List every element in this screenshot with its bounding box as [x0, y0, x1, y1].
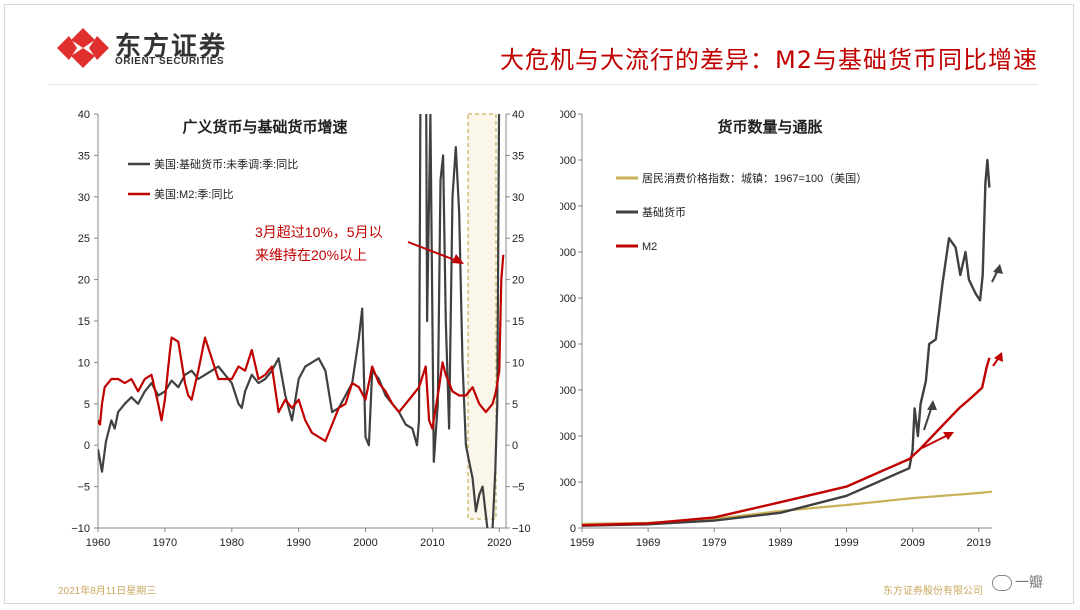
y-tick-label-left: −5 [77, 482, 90, 494]
x-tick-label: 1990 [286, 537, 310, 549]
chart-m2-base-money-growth: 1960 1970 1980 1990 2000 2010 2020403530252015… [71, 109, 530, 549]
logo-chinese: 东方证券 [115, 32, 228, 62]
arrow-m2-2012 [921, 433, 951, 449]
arrow-head-m2-2012 [943, 432, 954, 440]
y-tick-label-right: 30 [512, 192, 524, 204]
watermark: 一瓣 [992, 572, 1043, 592]
watermark-text: 一瓣 [1015, 574, 1043, 590]
slide-title: 大危机与大流行的差异：M2与基础货币同比增速 [500, 46, 1038, 74]
wechat-icon [992, 575, 1012, 592]
annotation-arrow [407, 241, 461, 263]
y-tick-label-left: 25 [78, 233, 90, 245]
axes: 1960 1970 1980 1990 2000 2010 2020403530252015… [71, 109, 530, 549]
highlight-box [467, 113, 497, 520]
y-tick-label-left: 15 [78, 316, 90, 328]
y-tick-label-left: −10 [71, 523, 90, 535]
x-tick-label: 1970 [153, 537, 177, 549]
x-tick-label: 1969 [636, 537, 660, 549]
brand-logo-icon [57, 28, 109, 68]
y-tick-label-right: −5 [512, 482, 525, 494]
trend-arrows [921, 264, 1003, 449]
brand-logo: 东方证券 ORIENT SECURITIES [55, 26, 255, 70]
y-tick-label-right: 5 [512, 399, 518, 411]
y-tick-label-right: −10 [512, 523, 531, 535]
y-tick-label-left: 35 [78, 150, 90, 162]
annotation-line-1: 3月超过10%，5月以 [255, 224, 383, 240]
y-tick-label: 8,000 [560, 155, 576, 167]
y-tick-label: 4,000 [560, 339, 576, 351]
x-tick-label: 1989 [768, 537, 792, 549]
title-divider [48, 84, 1038, 85]
legend: 美国:基础货币:未季调:季:同比 美国:M2:季:同比 [128, 157, 298, 201]
y-tick-label: 2,000 [560, 431, 576, 443]
axes: 1959 1969 1979 1989 1999 2009 2019 9,000 8,000 7,… [560, 109, 992, 549]
x-tick-label: 1960 [86, 537, 110, 549]
series-line-base-money [98, 114, 501, 528]
y-tick-label-left: 5 [84, 399, 90, 411]
chart-title: 货币数量与通胀 [717, 118, 822, 136]
legend: 居民消费价格指数：城镇：1967=100（美国） 基础货币 M2 [616, 171, 867, 253]
y-tick-label-right: 15 [512, 316, 524, 328]
y-tick-label: 1,000 [560, 477, 576, 489]
y-tick-label-left: 0 [84, 440, 90, 452]
y-tick-label-left: 30 [78, 192, 90, 204]
arrow-head-base-2020 [993, 264, 1003, 274]
chart-title: 广义货币与基础货币增速 [182, 118, 347, 136]
x-tick-label: 1980 [220, 537, 244, 549]
legend-label-m2: M2 [642, 241, 657, 253]
y-tick-label: 0 [570, 523, 576, 535]
chart-money-inflation: 1959 1969 1979 1989 1999 2009 2019 9,000 8,000 7,… [560, 109, 1003, 549]
legend-label-base-money: 基础货币 [642, 205, 686, 219]
y-tick-label-right: 0 [512, 440, 518, 452]
series-group [98, 114, 505, 528]
y-tick-label: 5,000 [560, 293, 576, 305]
y-tick-label-left: 20 [78, 275, 90, 287]
arrow-head-m2-2020 [994, 352, 1003, 362]
series-line-m2 [98, 254, 505, 443]
series-line-cpi [581, 490, 993, 525]
x-tick-label: 1999 [834, 537, 858, 549]
series-group [581, 158, 993, 527]
x-tick-label: 2000 [353, 537, 377, 549]
y-tick-label: 9,000 [560, 109, 576, 121]
y-tick-label-right: 20 [512, 275, 524, 287]
arrow-head-base-2010 [927, 400, 937, 410]
series-line-base-money [581, 158, 991, 527]
footer-date: 2021年8月11日星期三 [58, 586, 157, 597]
legend-label-m2: 美国:M2:季:同比 [154, 188, 233, 201]
logo-english: ORIENT SECURITIES [115, 56, 225, 67]
x-tick-label: 2009 [900, 537, 924, 549]
x-tick-label: 1979 [702, 537, 726, 549]
annotation-line-2: 来维持在20%以上 [255, 247, 367, 263]
slide-frame [4, 4, 1074, 604]
y-tick-label-right: 35 [512, 150, 524, 162]
y-tick-label: 7,000 [560, 201, 576, 213]
y-tick-label-right: 25 [512, 233, 524, 245]
y-tick-label-right: 10 [512, 357, 524, 369]
annotation-arrow-head [452, 254, 464, 264]
x-tick-label: 1959 [570, 537, 594, 549]
y-tick-label-right: 40 [512, 109, 524, 121]
y-tick-label-left: 10 [78, 357, 90, 369]
legend-label-cpi: 居民消费价格指数：城镇：1967=100（美国） [642, 171, 867, 185]
series-line-m2 [581, 357, 991, 527]
y-tick-label: 3,000 [560, 385, 576, 397]
x-tick-label: 2020 [487, 537, 511, 549]
x-tick-label: 2010 [420, 537, 444, 549]
footer-company: 东方证券股份有限公司 [883, 586, 983, 597]
legend-label-base-money: 美国:基础货币:未季调:季:同比 [154, 157, 298, 171]
y-tick-label-left: 40 [78, 109, 90, 121]
annotation: 3月超过10%，5月以 来维持在20%以上 [255, 224, 464, 264]
x-tick-label: 2019 [967, 537, 991, 549]
y-tick-label: 6,000 [560, 247, 576, 259]
